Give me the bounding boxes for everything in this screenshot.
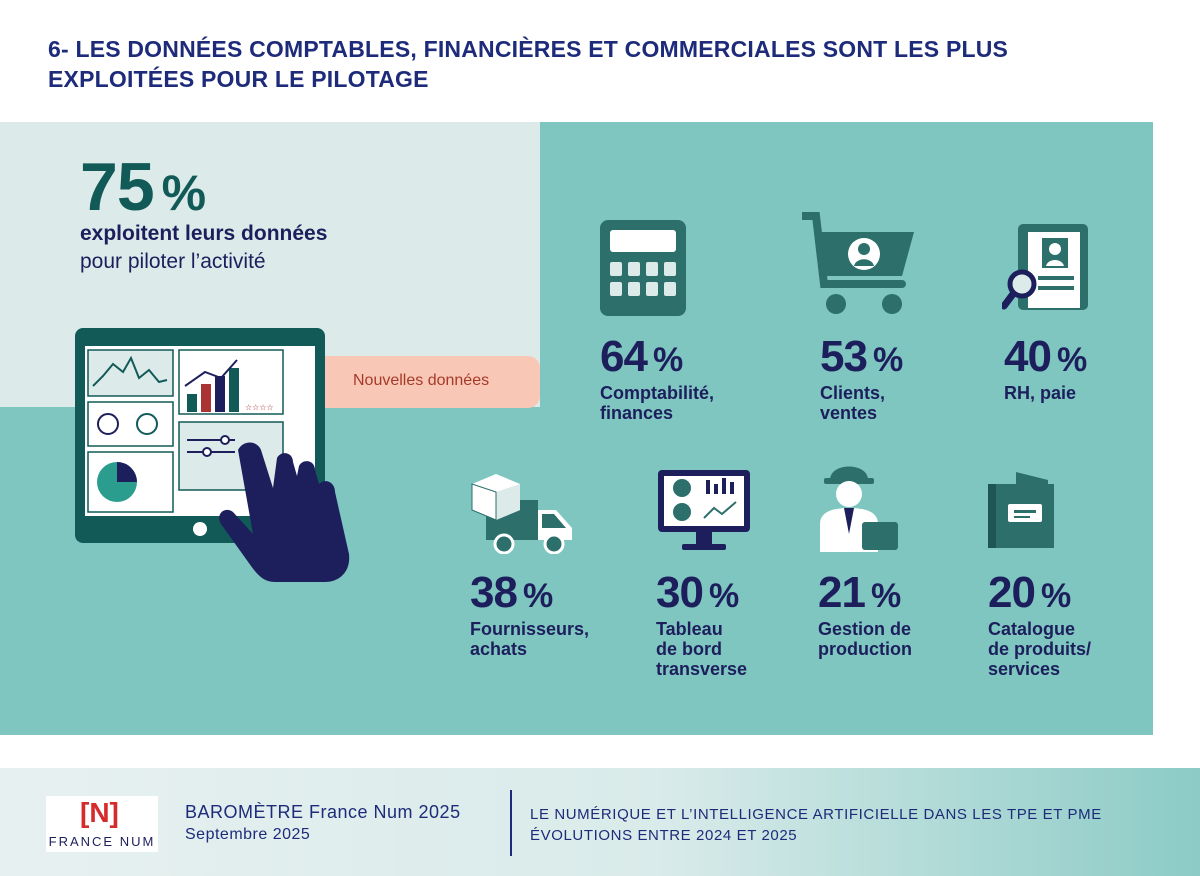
stat-number: 20 bbox=[988, 568, 1036, 617]
stat-suppliers: 38% Fournisseurs, achats bbox=[470, 570, 590, 660]
new-data-tag-label: Nouvelles données bbox=[353, 372, 490, 389]
hr-document-icon bbox=[1002, 224, 1088, 310]
stat-label: Gestion de production bbox=[818, 619, 912, 659]
stat-value: 38% bbox=[470, 570, 589, 619]
headline-percent: % bbox=[161, 165, 206, 221]
tablet-illustration-icon: ☆☆☆☆ bbox=[75, 328, 350, 582]
stat-percent: % bbox=[522, 577, 553, 615]
stat-number: 53 bbox=[820, 332, 868, 381]
logo-mark: [N] bbox=[80, 797, 119, 828]
logo-text: FRANCE NUM bbox=[48, 834, 156, 849]
stat-percent: % bbox=[872, 341, 903, 379]
title-line-1: 6- LES DONNÉES COMPTABLES, FINANCIÈRES E… bbox=[48, 36, 1009, 62]
catalogue-icon bbox=[988, 472, 1054, 548]
stat-percent: % bbox=[870, 577, 901, 615]
title-line-2: EXPLOITÉES POUR LE PILOTAGE bbox=[48, 66, 429, 92]
stat-value: 64% bbox=[600, 334, 714, 383]
stat-label: Comptabilité, finances bbox=[600, 383, 715, 423]
headline-value: 75% bbox=[80, 148, 206, 226]
page-title: 6- LES DONNÉES COMPTABLES, FINANCIÈRES E… bbox=[48, 34, 1148, 94]
cart-icon bbox=[802, 212, 914, 314]
headline-number: 75 bbox=[80, 149, 155, 225]
stat-number: 30 bbox=[656, 568, 704, 617]
stat-label: Clients, ventes bbox=[820, 383, 886, 423]
stat-value: 53% bbox=[820, 332, 903, 383]
tablet-stars: ☆☆☆☆ bbox=[245, 403, 274, 412]
stat-clients: 53% Clients, ventes bbox=[820, 332, 903, 424]
stat-label: RH, paie bbox=[1004, 383, 1077, 403]
stat-label: Tableau de bord transverse bbox=[656, 619, 748, 679]
new-data-tag: Nouvelles données bbox=[325, 356, 540, 408]
headline-regular-text: pour piloter l’activité bbox=[80, 250, 266, 273]
stat-number: 21 bbox=[818, 568, 866, 617]
stat-hr: 40% RH, paie bbox=[1004, 332, 1087, 404]
calculator-icon bbox=[600, 220, 686, 316]
stat-value: 21% bbox=[818, 570, 912, 619]
stat-percent: % bbox=[708, 577, 739, 615]
stat-label: Catalogue de produits/ services bbox=[988, 619, 1091, 679]
stat-number: 40 bbox=[1004, 332, 1052, 381]
stat-dashboard: 30% Tableau de bord transverse bbox=[656, 570, 748, 680]
headline-bold-text: exploitent leurs données bbox=[80, 222, 328, 245]
stat-number: 64 bbox=[600, 332, 648, 381]
footer-divider bbox=[510, 790, 512, 856]
stat-percent: % bbox=[652, 341, 683, 379]
stat-catalogue: 20% Catalogue de produits/ services bbox=[988, 570, 1091, 680]
dashboard-monitor-icon bbox=[658, 470, 750, 550]
footer bbox=[0, 768, 1200, 876]
delivery-truck-icon bbox=[471, 474, 572, 554]
stat-label: Fournisseurs, achats bbox=[470, 619, 590, 659]
stat-accounting: 64% Comptabilité, finances bbox=[600, 334, 715, 424]
footer-subtitle-line-2: ÉVOLUTIONS ENTRE 2024 ET 2025 bbox=[530, 827, 798, 844]
worker-icon bbox=[820, 466, 898, 552]
footer-subtitle-line-1: LE NUMÉRIQUE ET L’INTELLIGENCE ARTIFICIE… bbox=[530, 806, 1102, 823]
stat-percent: % bbox=[1040, 577, 1071, 615]
stat-percent: % bbox=[1056, 341, 1087, 379]
stat-number: 38 bbox=[470, 568, 518, 617]
footer-title: BAROMÈTRE France Num 2025 bbox=[185, 802, 461, 822]
stat-value: 40% bbox=[1004, 332, 1087, 383]
france-num-logo bbox=[46, 796, 158, 852]
stat-value: 30% bbox=[656, 570, 747, 619]
footer-date: Septembre 2025 bbox=[185, 826, 311, 843]
stat-value: 20% bbox=[988, 570, 1091, 619]
stat-production: 21% Gestion de production bbox=[818, 570, 912, 660]
